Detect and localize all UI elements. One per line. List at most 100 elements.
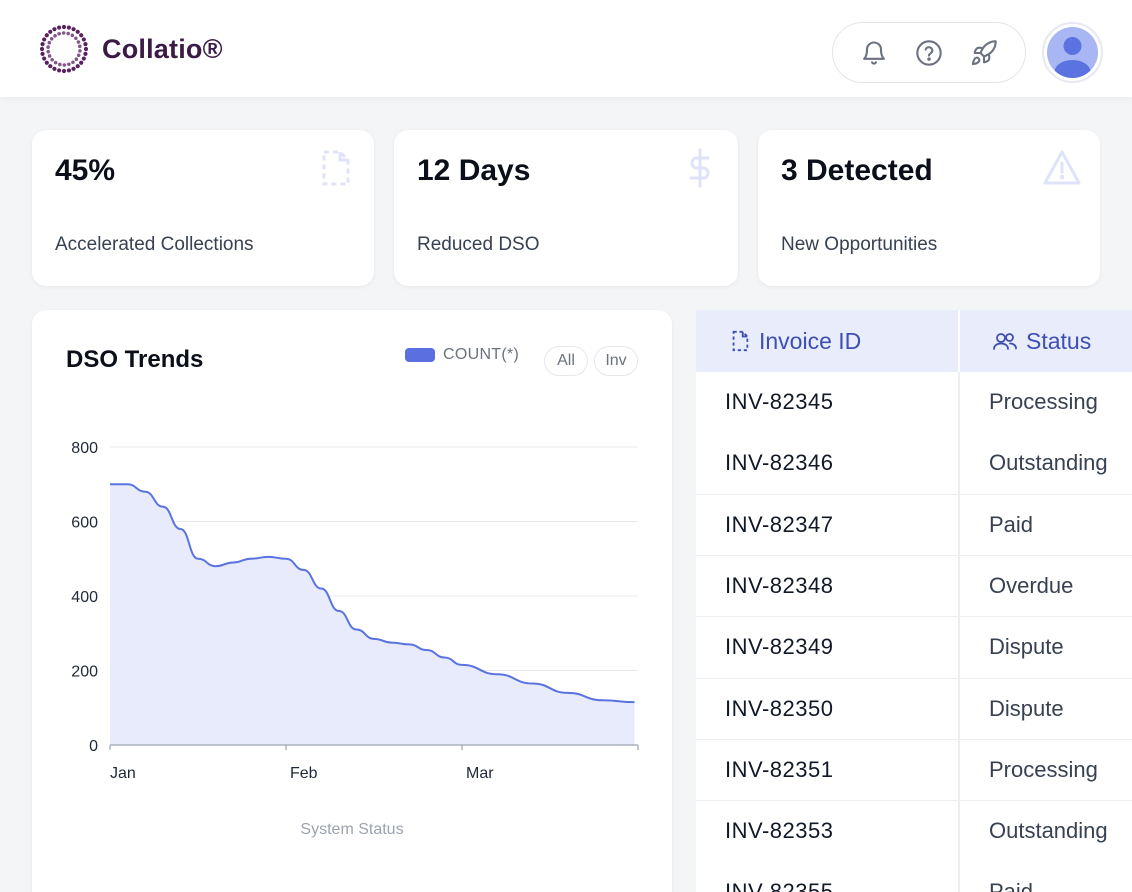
help-circle-icon[interactable] [911, 35, 947, 71]
brand-name: Collatio® [102, 33, 223, 64]
table-row[interactable]: INV-82348 Overdue [696, 555, 1132, 618]
dso-trends-chart: 0 200 400 600 800 Jan Feb Mar [71, 440, 639, 782]
warning-icon [1043, 150, 1081, 185]
column-divider [958, 433, 960, 494]
brand-logo-icon [39, 24, 89, 74]
logo-dot [42, 37, 47, 42]
logo-dot [66, 25, 71, 30]
logo-dot [66, 68, 71, 73]
logo-dot [53, 60, 58, 65]
logo-dot [39, 46, 45, 52]
logo-dot [44, 60, 49, 65]
filter-chip-all[interactable]: All [544, 346, 588, 376]
y-tick-label: 0 [89, 738, 98, 755]
y-tick-label: 400 [71, 589, 98, 606]
y-tick-label: 200 [71, 664, 98, 681]
stat-card-dso: 12 Days Reduced DSO [394, 130, 738, 286]
chart-footer: System Status [300, 821, 404, 838]
filter-chip-inv[interactable]: Inv [594, 346, 638, 376]
column-divider [958, 555, 960, 617]
series-area [110, 484, 635, 745]
table-row[interactable]: INV-82350 Dispute [696, 678, 1132, 740]
header-icon-group [832, 22, 1026, 83]
stat-label: Accelerated Collections [55, 234, 254, 255]
logo-dot [47, 54, 52, 58]
logo-dot [66, 31, 70, 36]
column-divider [958, 617, 960, 678]
logo-dot [78, 49, 82, 53]
logo-dot [75, 64, 80, 69]
logo-dot [62, 63, 67, 67]
user-avatar[interactable] [1042, 22, 1103, 83]
column-header-invoice-id[interactable]: Invoice ID [729, 310, 861, 372]
bell-icon[interactable] [856, 35, 892, 71]
logo-dot [67, 62, 71, 67]
logo-dot [46, 45, 50, 49]
logo-dot [74, 36, 78, 41]
stat-value: 3 Detected [781, 154, 933, 187]
series-line [109, 483, 635, 704]
invoice-id-cell: INV-82350 [725, 695, 834, 721]
status-cell: Outstanding [989, 450, 1108, 476]
table-row[interactable]: INV-82349 Dispute [696, 617, 1132, 679]
logo-dot [48, 29, 53, 34]
users-icon [993, 333, 1017, 350]
table-header: Invoice ID Status [696, 310, 1132, 372]
table-row[interactable]: INV-82351 Processing [696, 739, 1132, 802]
chart-legend[interactable]: COUNT(*) [405, 346, 519, 364]
logo-dot [42, 56, 47, 61]
table-row[interactable]: INV-82355 Paid [696, 862, 1132, 892]
dso-trends-card: DSO Trends COUNT(*) All Inv 0 200 400 600 80… [32, 310, 672, 892]
table-row[interactable]: INV-82346 Outstanding [696, 433, 1132, 495]
status-cell: Processing [989, 756, 1098, 782]
logo-dot [57, 31, 61, 36]
y-tick-label: 600 [71, 515, 98, 532]
column-label: Invoice ID [759, 327, 862, 354]
invoice-id-cell: INV-82355 [725, 879, 834, 892]
status-cell: Processing [989, 389, 1098, 414]
logo-dot [79, 33, 84, 38]
legend-label: COUNT(*) [443, 346, 520, 363]
stat-card-opportunities: 3 Detected New Opportunities [758, 130, 1100, 286]
status-cell: Outstanding [989, 818, 1108, 844]
brand[interactable]: Collatio® [38, 22, 223, 76]
logo-dot [49, 37, 54, 41]
logo-dot [52, 66, 57, 71]
logo-dot [70, 33, 75, 38]
rocket-icon[interactable] [966, 35, 1002, 71]
y-tick-label: 800 [71, 440, 98, 457]
stat-value: 12 Days [417, 154, 531, 187]
logo-dot [83, 42, 88, 47]
table-row[interactable]: INV-82345 Processing [696, 372, 1132, 434]
logo-dot [77, 44, 82, 49]
logo-dot [52, 27, 57, 32]
column-divider [958, 372, 960, 433]
invoice-table: Invoice ID Status INV-82345 Processing INV… [696, 310, 1132, 892]
invoice-id-cell: INV-82346 [725, 450, 834, 476]
logo-dot [50, 57, 54, 62]
logo-dot [61, 68, 67, 74]
table-row[interactable]: INV-82353 Outstanding [696, 801, 1132, 863]
logo-dot [76, 40, 81, 44]
table-row[interactable]: INV-82347 Paid [696, 494, 1132, 557]
logo-dot [76, 53, 81, 58]
logo-dot [75, 29, 80, 34]
logo-dot [40, 51, 45, 56]
dollar-icon [689, 148, 710, 188]
invoice-id-cell: INV-82348 [725, 572, 834, 598]
logo-dot [61, 24, 67, 30]
logo-dot [57, 25, 62, 30]
column-label: Status [1026, 327, 1092, 354]
top-header: Collatio® [0, 0, 1132, 97]
column-header-status[interactable]: Status [992, 310, 1091, 372]
chart-title: DSO Trends [66, 346, 204, 373]
logo-dot [71, 27, 76, 32]
logo-dot [57, 68, 62, 73]
document-dashed-icon [732, 330, 749, 352]
logo-dot [40, 42, 45, 47]
document-icon [322, 150, 350, 186]
invoice-id-cell: INV-82345 [725, 389, 834, 414]
column-divider [958, 678, 960, 739]
logo-dot [83, 51, 88, 56]
logo-dot [79, 60, 84, 65]
